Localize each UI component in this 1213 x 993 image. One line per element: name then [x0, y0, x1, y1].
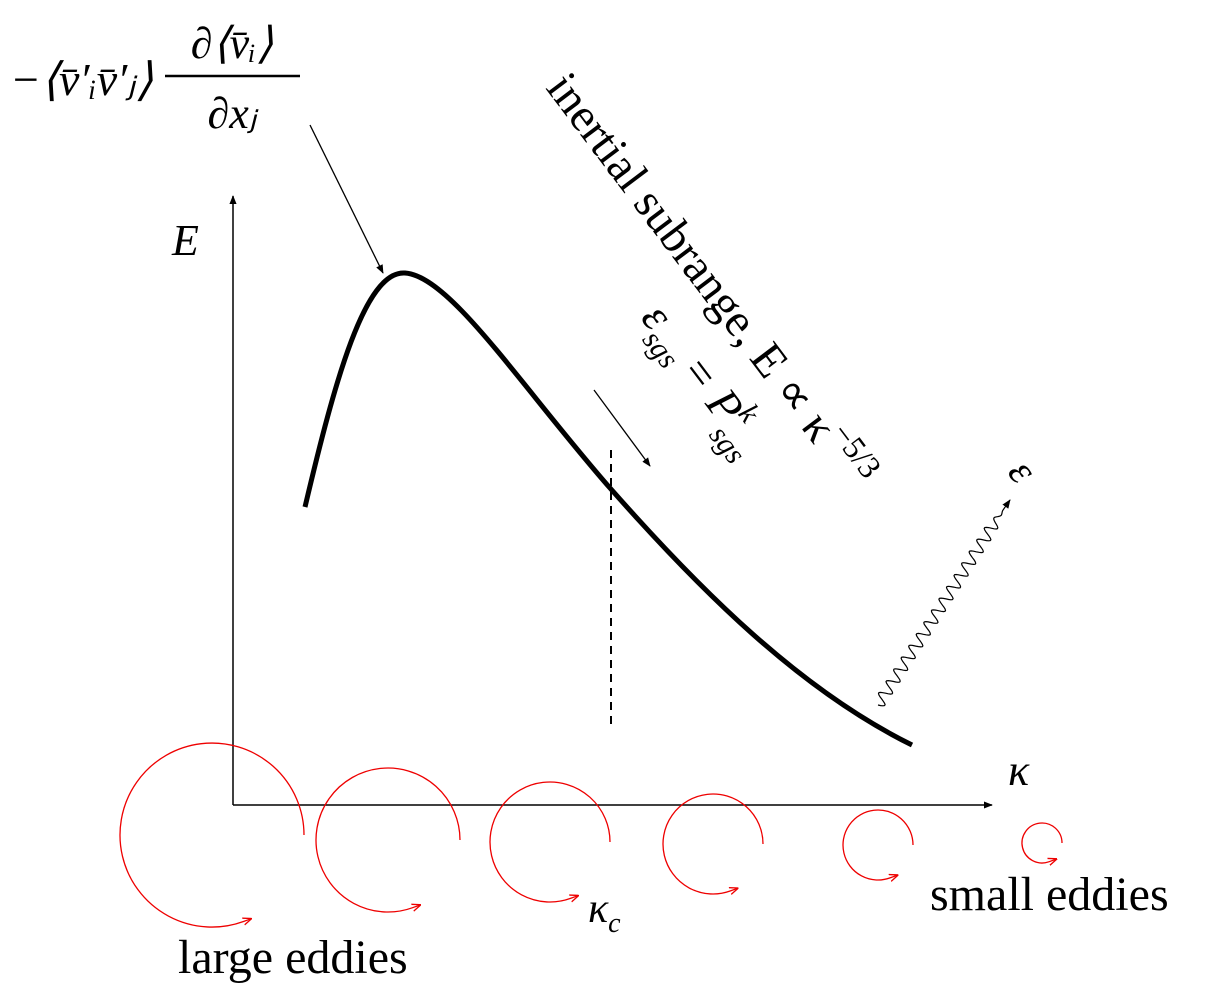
- large-eddies-label: large eddies: [178, 931, 408, 984]
- small-eddies-label: small eddies: [930, 868, 1169, 921]
- epsilon-label: ε: [999, 451, 1046, 492]
- eddy: [843, 810, 913, 880]
- eddy: [316, 768, 460, 912]
- eddy: [490, 782, 610, 902]
- dissipation-wave: [878, 500, 1010, 706]
- energy-spectrum: [305, 273, 912, 745]
- eddy: [663, 794, 763, 894]
- formula: −⟨v̄′ᵢv̄′ⱼ⟩ ∂⟨v̄ᵢ⟩ ∂xⱼ: [10, 19, 300, 138]
- kappa-c-sub: c: [608, 908, 621, 939]
- formula-prefix: −⟨v̄′ᵢv̄′ⱼ⟩: [10, 54, 153, 105]
- y-axis-label: E: [171, 216, 199, 265]
- formula-numerator: ∂⟨v̄ᵢ⟩: [191, 19, 274, 68]
- sgs-arrow: [594, 390, 650, 466]
- eddy: [120, 743, 304, 927]
- x-axis-label: κ: [1008, 746, 1030, 795]
- diagram: −⟨v̄′ᵢv̄′ⱼ⟩ ∂⟨v̄ᵢ⟩ ∂xⱼ E κ inertial subr…: [0, 0, 1213, 993]
- kappa-c-label: κc: [588, 886, 621, 939]
- formula-denominator: ∂xⱼ: [208, 89, 259, 138]
- eddy: [1022, 823, 1062, 863]
- pointer-arrow: [310, 125, 383, 273]
- kappa-c-base: κ: [588, 886, 609, 932]
